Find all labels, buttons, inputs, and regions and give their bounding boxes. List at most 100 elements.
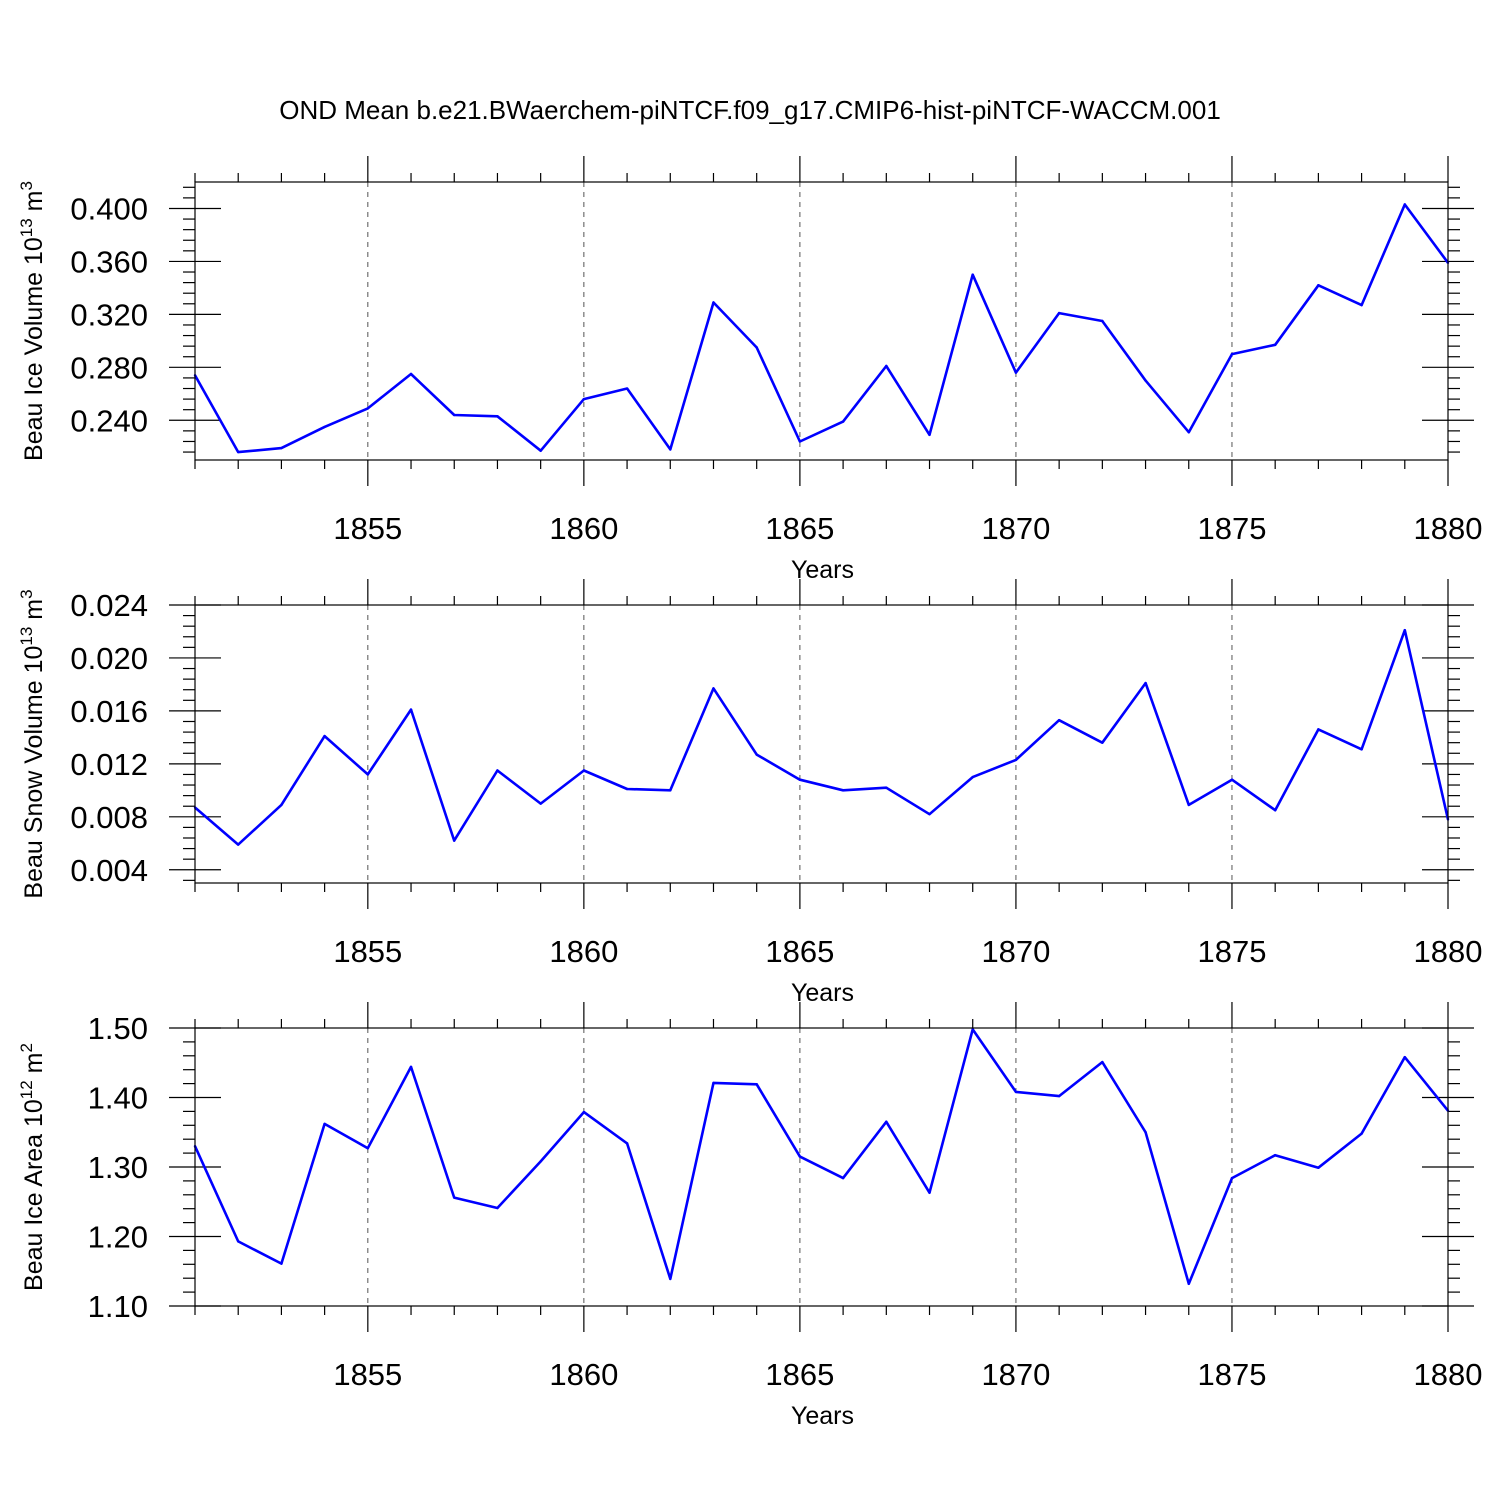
data-point [1403, 1055, 1406, 1059]
x-tick-label: 1880 [1414, 1357, 1483, 1392]
data-point [1101, 1060, 1104, 1064]
y-tick-label: 0.012 [70, 747, 148, 782]
y-tick-label: 0.400 [70, 191, 148, 226]
data-point [798, 440, 802, 443]
data-point [1187, 431, 1190, 434]
data-point [453, 1196, 456, 1199]
chart-panel-3: 1855 1860 1865 1870 1875 1880 1.10 1.20 1.30 1.40… [17, 1002, 1482, 1430]
data-point [1403, 203, 1406, 206]
x-tick-label: 1880 [1414, 511, 1483, 546]
data-point [539, 1160, 542, 1163]
x-tick-label: 1870 [981, 934, 1050, 969]
data-point [1057, 718, 1061, 722]
figure-title: OND Mean b.e21.BWaerchem-piNTCF.f09_g17.… [279, 95, 1221, 125]
y-tick-label: 0.016 [70, 694, 148, 729]
data-point [712, 1081, 715, 1085]
y-tick-label: 1.50 [88, 1011, 148, 1046]
data-point [1187, 803, 1190, 807]
data-point [1273, 343, 1277, 347]
data-point [1014, 758, 1018, 762]
data-point [496, 769, 499, 772]
data-point [453, 839, 456, 842]
data-point [1187, 1282, 1190, 1285]
data-point [323, 734, 326, 738]
x-axis-title: Years [791, 1402, 854, 1430]
data-point [496, 415, 499, 418]
data-point [755, 753, 758, 756]
data-point [841, 1176, 845, 1180]
data-point [755, 1083, 758, 1086]
data-point [971, 273, 974, 276]
data-point [971, 775, 974, 779]
data-point [669, 448, 672, 451]
x-tick-label: 1875 [1197, 1357, 1266, 1392]
data-point [625, 387, 629, 390]
data-point [1317, 284, 1320, 287]
x-tick-label: 1855 [333, 934, 402, 969]
x-tick-label: 1870 [981, 511, 1050, 546]
data-point [280, 1262, 283, 1265]
y-tick-label: 1.30 [88, 1150, 148, 1185]
y-tick-label: 0.280 [70, 350, 148, 385]
data-point [1144, 681, 1147, 685]
data-point [237, 843, 240, 846]
data-point [841, 789, 845, 792]
y-axis-title: Beau Ice Volume 1013 m3 [17, 181, 48, 461]
data-point [539, 802, 542, 805]
data-point [366, 1147, 370, 1150]
data-point [582, 397, 586, 401]
x-tick-label: 1865 [765, 934, 834, 969]
data-point [625, 787, 629, 791]
x-tick-label: 1860 [549, 1357, 618, 1392]
data-point [323, 1122, 326, 1126]
y-axis-title: Beau Ice Area 1012 m2 [17, 1043, 48, 1291]
data-point [798, 1155, 802, 1158]
y-tick-label: 0.360 [70, 244, 148, 279]
x-axis-title: Years [791, 979, 854, 1007]
y-tick-label: 0.008 [70, 800, 148, 835]
data-point [1317, 1166, 1320, 1169]
data-point [928, 812, 931, 816]
x-tick-label: 1870 [981, 1357, 1050, 1392]
y-axis-title: Beau Snow Volume 1013 m3 [17, 589, 48, 898]
y-tick-label: 0.320 [70, 297, 148, 332]
data-point [366, 407, 370, 410]
data-point [582, 1110, 586, 1114]
data-point [1144, 1131, 1147, 1134]
y-tick-label: 0.020 [70, 641, 148, 676]
y-tick-label: 0.024 [70, 588, 148, 623]
series-line [194, 628, 1450, 846]
x-tick-label: 1875 [1197, 934, 1266, 969]
data-point [971, 1028, 974, 1031]
data-point [1230, 778, 1234, 781]
chart-panel-2: 1855 1860 1865 1870 1875 1880 0.004 0.008 0.012 0… [17, 579, 1482, 1007]
data-point [409, 1065, 413, 1069]
x-tick-label: 1880 [1414, 934, 1483, 969]
data-point [712, 301, 715, 304]
y-tick-label: 1.20 [88, 1220, 148, 1255]
data-point [496, 1206, 499, 1210]
data-point [1403, 628, 1406, 632]
y-tick-label: 0.004 [70, 853, 148, 888]
chart-panel-1: 1855 1860 1865 1870 1875 1880 0.240 0.280 0.320 0… [17, 156, 1482, 584]
data-point [1273, 1153, 1277, 1157]
data-point [1014, 1090, 1018, 1094]
data-point [1101, 319, 1104, 323]
data-point [280, 803, 283, 807]
x-tick-label: 1855 [333, 1357, 402, 1392]
x-tick-label: 1860 [549, 934, 618, 969]
data-point [669, 789, 672, 792]
data-point [1317, 728, 1320, 731]
data-point [625, 1142, 629, 1145]
plot-frame [194, 604, 1449, 884]
data-point [1057, 1094, 1061, 1098]
data-point [755, 346, 758, 349]
data-point [280, 446, 283, 450]
data-point [1144, 379, 1147, 382]
data-point [1230, 1176, 1234, 1180]
data-point [669, 1277, 672, 1281]
x-tick-label: 1855 [333, 511, 402, 546]
series-line [193, 203, 1450, 454]
data-point [1101, 741, 1104, 744]
